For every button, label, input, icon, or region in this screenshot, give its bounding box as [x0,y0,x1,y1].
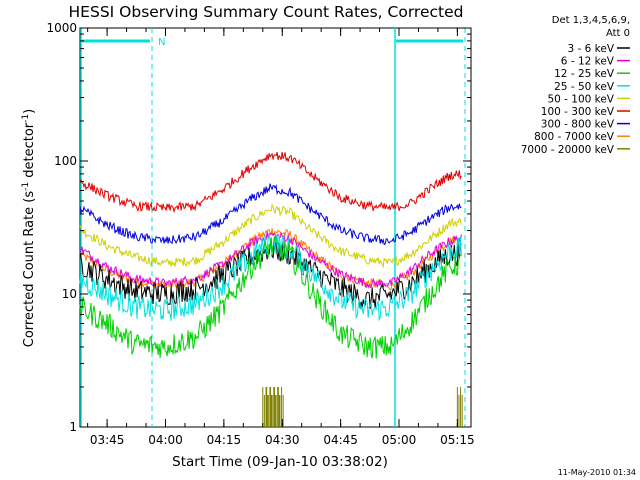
x-tick-label-6: 05:15 [440,433,475,447]
x-tick-label-2: 04:15 [207,433,242,447]
legend-label-7: 300 - 800 keV [541,119,615,131]
night-label: N [158,37,165,48]
legend-label-2: 6 - 12 keV [561,56,615,68]
x-tick-label-4: 04:45 [323,433,358,447]
y-tick-label-0: 1 [69,420,77,434]
plot-overlays [80,28,466,427]
legend-label-3: 12 - 25 keV [554,68,615,80]
legend-label-8: 800 - 7000 keV [534,131,615,143]
y-label-sup1: -1 [21,182,31,191]
y-tick-label-2: 100 [54,154,77,168]
x-tick-label-3: 04:30 [265,433,300,447]
series-line-6 [79,151,462,214]
series-line-3 [79,235,462,359]
y-axis-label: Corrected Count Rate (s-1 detector-1) [21,109,37,347]
y-label-mid: detector [22,122,37,182]
x-tick-label-5: 05:00 [382,433,417,447]
y-label-end: ) [22,109,37,114]
legend-label-5: 50 - 100 keV [547,93,614,105]
legend-label-4: 25 - 50 keV [554,81,615,93]
y-tick-label-3: 1000 [46,21,77,35]
series-line-5 [79,202,462,269]
tick-layer: 03:45 04:00 04:15 04:30 04:45 05:00 05:15 1 10 10… [46,21,474,447]
chart-title: HESSI Observing Summary Count Rates, Cor… [69,3,464,21]
x-axis-label: Start Time (09-Jan-10 03:38:02) [172,454,388,470]
y-tick-label-1: 10 [62,287,77,301]
x-tick-label-0: 03:45 [90,433,125,447]
x-tick-label-1: 04:00 [148,433,183,447]
timestamp: 11-May-2010 01:34 [558,468,636,477]
plot-frame [79,27,472,428]
legend-title-line2: Att 0 [606,28,630,39]
legend-label-9: 7000 - 20000 keV [521,144,615,156]
series-layer [79,151,463,427]
y-label-main: Corrected Count Rate (s [22,191,37,348]
legend-label-6: 100 - 300 keV [541,106,615,118]
y-label-sup2: -1 [21,114,31,123]
legend-title-line1: Det 1,3,4,5,6,9, [552,15,630,26]
legend-label-1: 3 - 6 keV [567,43,614,55]
series-line-2 [79,231,462,289]
series-line-7 [79,183,462,246]
